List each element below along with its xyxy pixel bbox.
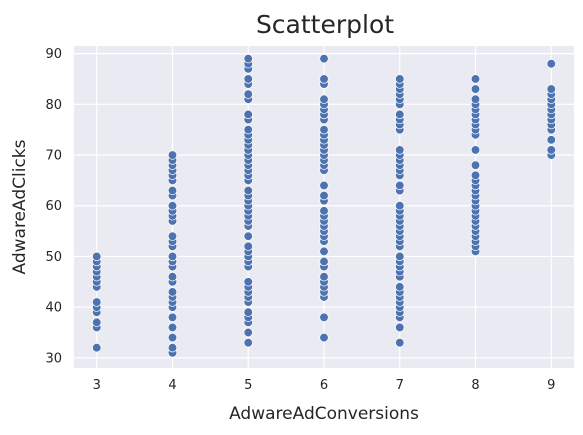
data-point [319,332,329,343]
data-point [546,84,556,94]
data-point [92,343,102,353]
data-point [167,251,178,262]
data-point [243,327,253,338]
data-point [243,307,253,317]
x-tick-label: 8 [471,378,479,393]
data-point [470,74,481,84]
data-point [395,201,405,211]
data-point [167,272,178,282]
x-axis-label: AdwareAdConversions [229,404,419,424]
data-point [470,170,481,180]
x-tick-label: 9 [547,378,555,393]
y-axis-ticks: 30 40 50 60 70 80 90 [45,47,62,366]
data-point [243,74,253,84]
data-point [243,125,253,135]
data-point [167,150,178,160]
data-point [243,185,253,196]
y-tick-label: 40 [45,301,62,316]
data-point [243,277,253,287]
data-point [92,251,102,262]
data-point [395,337,405,348]
x-tick-label: 3 [93,378,101,393]
data-point [319,256,329,267]
data-point [243,337,253,348]
data-points [92,54,556,358]
data-point [319,206,329,216]
data-point [470,84,481,94]
data-point [470,145,481,155]
data-point [243,231,253,241]
x-axis-ticks: 3 4 5 6 7 8 9 [93,378,556,393]
data-point [395,74,405,84]
y-tick-label: 50 [45,250,62,265]
data-point [167,287,178,297]
data-point [470,160,481,170]
y-tick-label: 30 [45,351,62,366]
data-point [319,272,329,282]
data-point [546,59,556,69]
data-point [243,109,253,120]
data-point [319,74,329,84]
data-point [395,180,405,191]
data-point [319,125,329,135]
data-point [546,145,556,155]
data-point [167,332,178,343]
data-point [319,54,329,64]
data-point [167,343,178,353]
data-point [395,322,405,333]
data-point [167,322,178,333]
data-point [395,282,405,292]
data-point [243,54,253,64]
data-point [319,94,329,104]
data-point [167,185,178,196]
data-point [319,190,329,201]
y-tick-label: 80 [45,98,62,113]
y-tick-label: 90 [45,47,62,62]
data-point [395,109,405,120]
chart-title: Scatterplot [256,10,394,39]
data-point [546,135,556,145]
data-point [167,201,178,211]
data-point [395,251,405,262]
data-point [243,89,253,99]
y-axis-label: AdwareAdClicks [10,139,30,274]
data-point [319,312,329,322]
data-point [395,145,405,155]
y-tick-label: 60 [45,199,62,214]
data-point [92,297,102,307]
data-point [319,180,329,191]
x-tick-label: 4 [168,378,176,393]
x-tick-label: 5 [244,378,252,393]
y-tick-label: 70 [45,149,62,164]
data-point [243,241,253,251]
x-tick-label: 6 [320,378,328,393]
data-point [167,231,178,241]
x-tick-label: 7 [396,378,404,393]
data-point [92,317,102,328]
data-point [470,94,481,104]
data-point [319,246,329,257]
data-point [167,312,178,322]
